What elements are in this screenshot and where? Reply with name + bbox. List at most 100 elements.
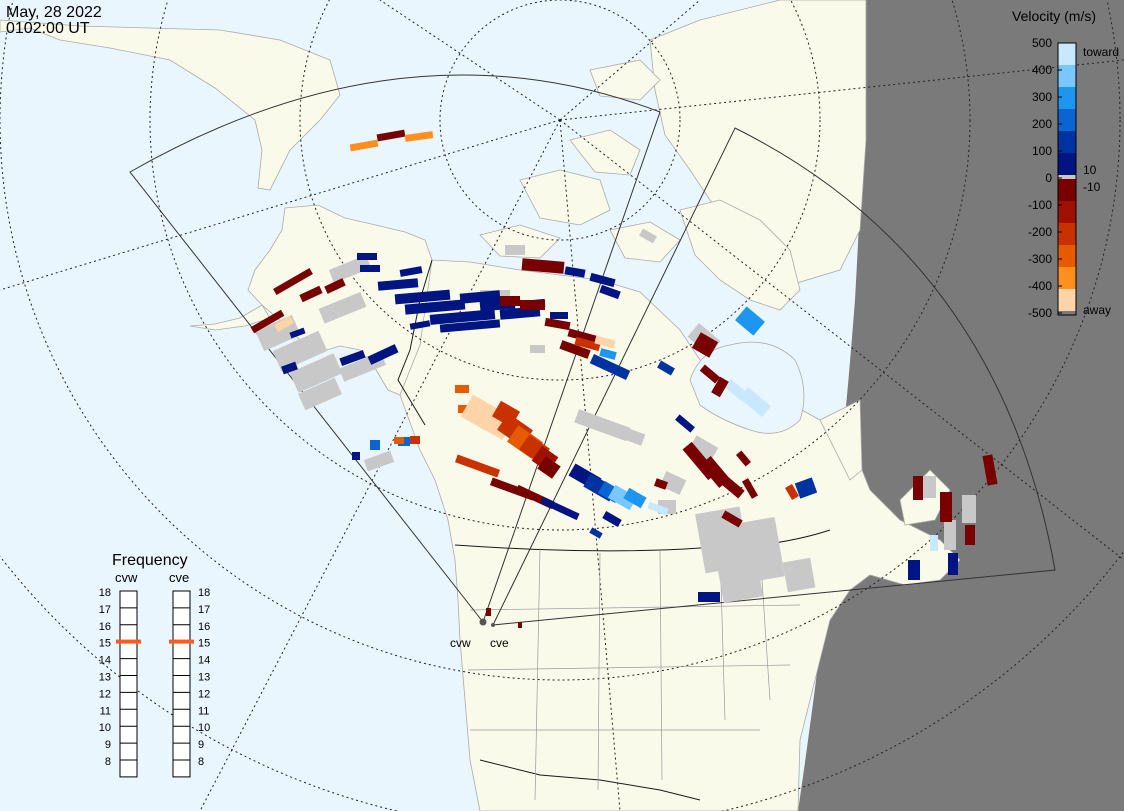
ground-scatter xyxy=(255,228,976,604)
velocity-cell xyxy=(377,278,419,291)
velocity-cell xyxy=(794,477,818,499)
baffin-island xyxy=(679,199,801,311)
colorbar-tick-label: 300 xyxy=(1032,90,1052,104)
velocity-cell xyxy=(965,525,975,545)
latitude-circle-80 xyxy=(439,0,681,241)
velocity-cell xyxy=(594,335,616,349)
velocity-cell xyxy=(367,344,399,365)
colorbar-tick-label: 500 xyxy=(1032,36,1052,50)
frequency-level-label: 12 xyxy=(198,688,210,700)
velocity-cell xyxy=(486,608,491,616)
colorbar-minus-10-label: -10 xyxy=(1083,180,1101,194)
radar-fields-of-view xyxy=(129,74,1056,626)
frequency-level-label: 13 xyxy=(99,672,111,684)
velocity-cell xyxy=(537,456,561,479)
frequency-level-label: 16 xyxy=(198,621,210,633)
colorbar-swatch-away-3 xyxy=(1058,245,1076,267)
frequency-radar-cve-label: cve xyxy=(169,570,189,585)
velocity-cell xyxy=(274,316,294,332)
colorbar-tick-label: 100 xyxy=(1032,144,1052,158)
colorbar-tick-label: -500 xyxy=(1028,306,1052,320)
frequency-level-label: 18 xyxy=(198,587,210,599)
frequency-level-label: 18 xyxy=(99,587,111,599)
labrador-land xyxy=(819,399,863,481)
velocity-cell xyxy=(281,361,298,375)
velocity-cell xyxy=(550,312,568,319)
velocity-cells xyxy=(250,129,998,628)
velocity-cell xyxy=(521,258,565,274)
velocity-colorbar: Velocity (m/s) 500 400 300 200 100 0 -100 -200 -… xyxy=(1012,8,1119,320)
velocity-cell xyxy=(741,478,759,499)
velocity-cell xyxy=(455,385,469,393)
cvw-field-of-view xyxy=(129,74,661,624)
velocity-cell xyxy=(429,309,496,325)
velocity-cell xyxy=(559,340,591,359)
velocity-cell xyxy=(459,290,501,304)
velocity-cell xyxy=(599,284,621,300)
colorbar-frame xyxy=(1057,42,1077,316)
alaska-land xyxy=(247,204,433,396)
meridian-5 xyxy=(559,119,1124,561)
frequency-level-label: 8 xyxy=(198,756,204,768)
velocity-cell xyxy=(360,265,380,272)
colorbar-swatch-away-1 xyxy=(1058,201,1076,223)
velocity-cell xyxy=(739,386,771,418)
frequency-level-label: 11 xyxy=(198,705,209,717)
colorbar-swatches xyxy=(1058,43,1076,311)
meridian-7 xyxy=(559,0,701,121)
colorbar-tick-label: 0 xyxy=(1045,171,1052,185)
frequency-level-label: 10 xyxy=(99,722,111,734)
station-cvw-marker xyxy=(479,618,487,626)
frequency-level-label: 9 xyxy=(105,739,111,751)
frequency-marker-cvw xyxy=(116,639,141,644)
colorbar-swatch-away-4 xyxy=(1058,267,1076,289)
velocity-cell xyxy=(948,553,958,575)
colorbar-tick-label: -400 xyxy=(1028,279,1052,293)
latitude-circle-70 xyxy=(299,0,821,381)
velocity-cell xyxy=(299,285,323,303)
velocity-cell xyxy=(349,139,379,152)
velocity-cell xyxy=(289,327,306,339)
us-canada-border xyxy=(454,529,831,552)
velocity-cell xyxy=(454,454,501,478)
frequency-level-label: 14 xyxy=(99,655,111,667)
velocity-cell xyxy=(589,354,631,380)
colorbar-swatch-toward-5 xyxy=(1058,153,1076,175)
velocity-cell xyxy=(458,405,470,413)
colorbar-toward-label: toward xyxy=(1083,45,1119,59)
colorbar-swatch-toward-3 xyxy=(1058,109,1076,131)
colorbar-tick-label: 200 xyxy=(1032,117,1052,131)
colorbar-ticks: 500 400 300 200 100 0 -100 -200 -300 -400 -500 xyxy=(1028,36,1062,320)
frequency-level-label: 12 xyxy=(99,688,111,700)
velocity-cell xyxy=(399,266,423,277)
velocity-cell xyxy=(607,484,638,511)
velocity-cell xyxy=(500,296,520,306)
arctic-island-5 xyxy=(589,59,661,101)
velocity-cell xyxy=(602,511,622,527)
frequency-level-label: 13 xyxy=(198,672,210,684)
meridian-1 xyxy=(379,0,561,121)
frequency-panel: Frequency cvw cve 1817161514131211109818… xyxy=(99,552,210,778)
colorbar-tick-label: -100 xyxy=(1028,198,1052,212)
velocity-cell xyxy=(567,328,597,344)
colorbar-swatch-toward-1 xyxy=(1058,65,1076,87)
state-boundaries xyxy=(467,547,801,801)
velocity-cell xyxy=(520,300,545,310)
colorbar-away-label: away xyxy=(1083,303,1111,317)
arctic-island-1 xyxy=(519,169,611,226)
velocity-cell xyxy=(653,478,669,490)
us-mexico-border xyxy=(479,759,701,801)
frequency-level-label: 9 xyxy=(198,739,204,751)
colorbar-tick-label: -300 xyxy=(1028,252,1052,266)
velocity-cell xyxy=(982,454,998,486)
velocity-cell xyxy=(599,348,617,360)
hudson-bay-water xyxy=(689,341,805,434)
velocity-cell xyxy=(715,471,745,499)
velocity-cell xyxy=(250,309,285,334)
station-cve-marker xyxy=(491,623,495,627)
arctic-island-3 xyxy=(479,224,561,259)
colorbar-swatch-away-5 xyxy=(1058,289,1076,311)
velocity-cell xyxy=(370,440,380,450)
velocity-cell xyxy=(404,131,434,142)
velocity-cell xyxy=(735,450,752,467)
